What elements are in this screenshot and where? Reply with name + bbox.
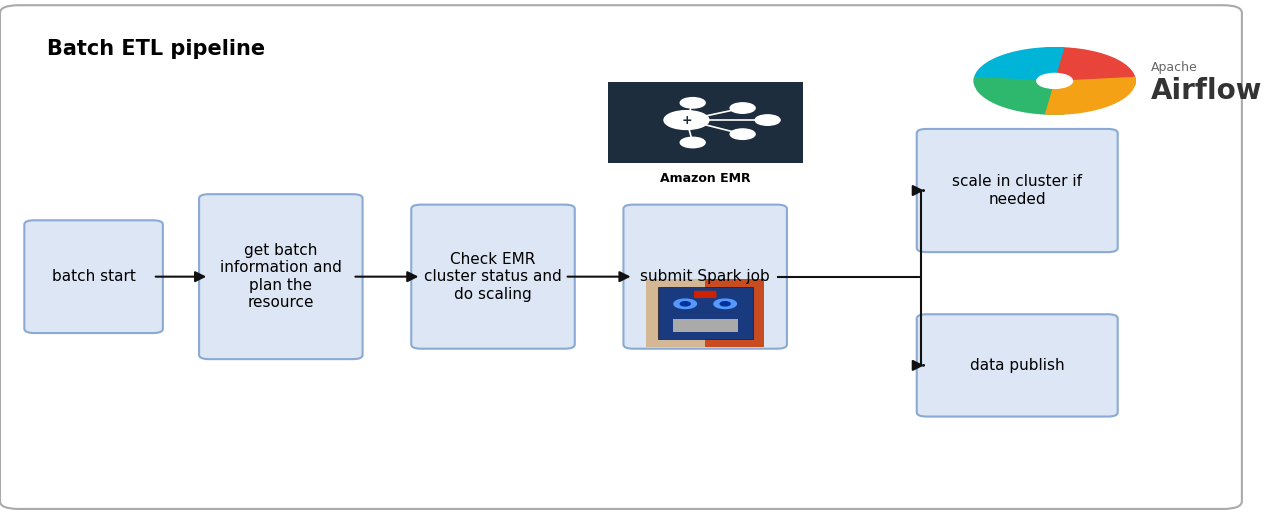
Circle shape	[1037, 74, 1073, 88]
FancyBboxPatch shape	[608, 82, 803, 163]
Circle shape	[731, 103, 755, 113]
FancyBboxPatch shape	[199, 194, 363, 359]
Text: Amazon EMR: Amazon EMR	[660, 172, 750, 185]
FancyBboxPatch shape	[705, 279, 764, 347]
Text: Check EMR
cluster status and
do scaling: Check EMR cluster status and do scaling	[424, 252, 562, 302]
FancyBboxPatch shape	[658, 287, 753, 339]
Circle shape	[674, 299, 696, 309]
Circle shape	[731, 129, 755, 139]
Wedge shape	[973, 47, 1064, 85]
Circle shape	[720, 302, 731, 306]
Text: data publish: data publish	[970, 358, 1064, 373]
FancyBboxPatch shape	[0, 5, 1242, 509]
FancyBboxPatch shape	[646, 279, 705, 347]
FancyBboxPatch shape	[623, 205, 787, 349]
FancyBboxPatch shape	[673, 319, 737, 332]
FancyBboxPatch shape	[694, 291, 717, 298]
Wedge shape	[973, 77, 1064, 115]
Text: get batch
information and
plan the
resource: get batch information and plan the resou…	[221, 243, 342, 310]
Text: Airflow: Airflow	[1151, 77, 1263, 105]
FancyBboxPatch shape	[24, 220, 163, 333]
Text: scale in cluster if
needed: scale in cluster if needed	[953, 174, 1082, 207]
Text: Batch ETL pipeline: Batch ETL pipeline	[47, 39, 265, 59]
Text: +: +	[681, 114, 692, 126]
FancyBboxPatch shape	[412, 205, 574, 349]
Text: Apache: Apache	[1151, 62, 1197, 74]
Circle shape	[681, 137, 705, 148]
Text: batch start: batch start	[51, 269, 136, 284]
FancyBboxPatch shape	[917, 129, 1118, 252]
Circle shape	[681, 98, 705, 108]
FancyBboxPatch shape	[917, 314, 1118, 417]
Wedge shape	[1045, 47, 1136, 85]
Circle shape	[755, 115, 779, 125]
Wedge shape	[1045, 77, 1136, 115]
Circle shape	[714, 299, 736, 309]
Circle shape	[664, 111, 709, 129]
Circle shape	[681, 302, 690, 306]
Text: submit Spark job: submit Spark job	[640, 269, 770, 284]
